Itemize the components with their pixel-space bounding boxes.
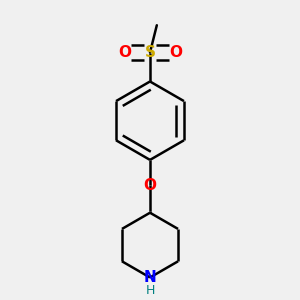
Text: N: N bbox=[144, 270, 156, 285]
Text: O: O bbox=[118, 45, 131, 60]
Text: H: H bbox=[145, 284, 155, 297]
Text: O: O bbox=[143, 178, 157, 193]
Text: O: O bbox=[169, 45, 182, 60]
Text: S: S bbox=[145, 45, 155, 60]
